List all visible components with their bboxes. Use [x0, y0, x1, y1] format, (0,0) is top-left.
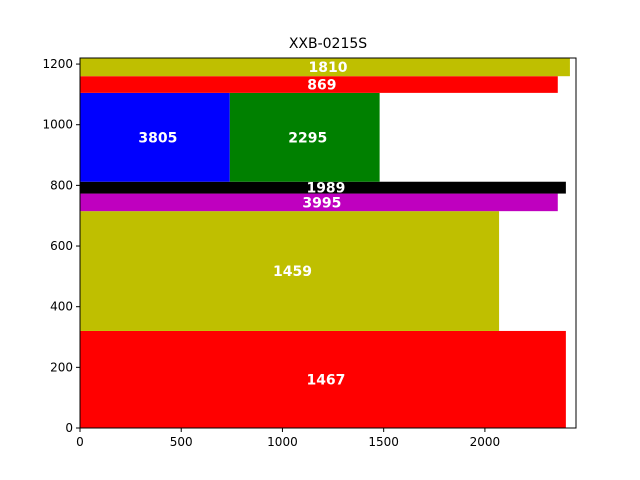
y-tick-label: 800: [50, 178, 73, 192]
x-tick-label: 500: [170, 435, 193, 449]
bar-label-1989: 1989: [306, 181, 345, 197]
bar-label-1459: 1459: [273, 264, 312, 280]
y-tick-label: 400: [50, 300, 73, 314]
plot-frame: [79, 57, 577, 429]
bar-label-3995: 3995: [302, 195, 341, 211]
bar-rect-1989: [80, 181, 566, 194]
bar-label-2295: 2295: [288, 130, 327, 146]
bar-label-3805: 3805: [138, 130, 177, 146]
bar-label-1810: 1810: [308, 60, 347, 76]
y-tick-label: 1200: [42, 57, 73, 71]
x-tick-label: 1500: [368, 435, 399, 449]
x-axis: 0 500 1000 1500 2000: [76, 428, 500, 449]
chart-title: XXB-0215S: [289, 36, 367, 52]
y-tick-label: 200: [50, 360, 73, 374]
x-tick-label: 0: [76, 435, 84, 449]
y-axis: 0 200 400 600 800 1000 1200: [42, 57, 80, 435]
bar-rect-2295: [229, 92, 380, 182]
bar-rect-869: [80, 76, 558, 93]
y-tick-label: 1000: [42, 118, 73, 132]
x-tick-label: 2000: [470, 435, 501, 449]
bar-rect-1810: [80, 58, 570, 77]
bar-label-869: 869: [307, 78, 336, 94]
x-tick-label: 1000: [267, 435, 298, 449]
bar-label-1467: 1467: [306, 372, 345, 388]
y-tick-label: 0: [65, 421, 73, 435]
y-tick-label: 600: [50, 239, 73, 253]
bar-rect-3995: [80, 193, 558, 212]
bar-rect-1459: [80, 211, 500, 331]
bar-rect-1467: [80, 330, 566, 428]
bar-rect-3805: [80, 92, 230, 182]
